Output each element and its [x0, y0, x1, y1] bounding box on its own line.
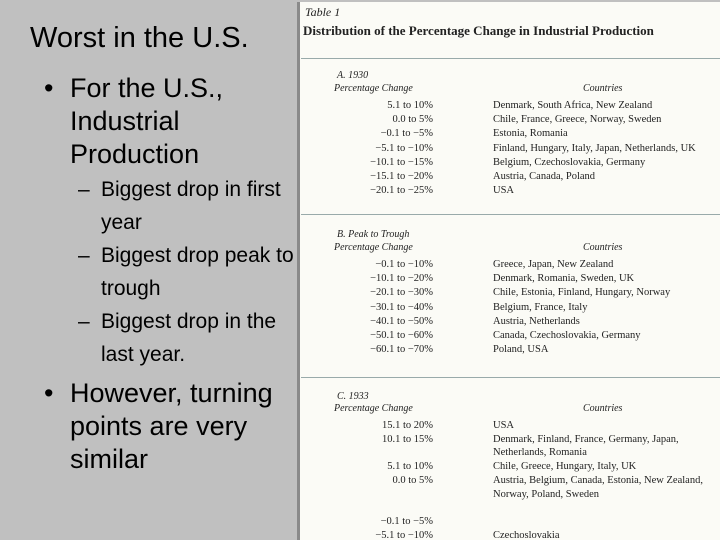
percentage-range: 15.1 to 20%: [381, 420, 433, 431]
percentage-range: −5.1 to −10%: [375, 142, 433, 154]
country-list: Chile, France, Greece, Norway, Sweden: [493, 114, 662, 126]
percentage-range: −0.1 to −5%: [380, 128, 433, 140]
table-row: −5.1 to −10% Czechoslovakia: [297, 529, 720, 540]
percentage-change-header: Percentage Change: [334, 403, 413, 414]
percentage-range: −30.1 to −40%: [370, 301, 433, 313]
table-row: −20.1 to −30% Chile, Estonia, Finland, Hu…: [297, 286, 720, 300]
table-row: Netherlands, Romania: [297, 446, 720, 460]
sub-bullet-last-year: Biggest drop in the last year.: [44, 305, 299, 371]
countries-header: Countries: [583, 403, 623, 414]
table-row: −20.1 to −25% USA: [297, 184, 720, 198]
table-row: −0.1 to −5% Estonia, Romania: [297, 127, 720, 141]
country-list: Austria, Belgium, Canada, Estonia, New Z…: [493, 474, 703, 486]
country-list: Belgium, France, Italy: [493, 301, 588, 313]
section-divider: [301, 377, 720, 378]
country-list: Poland, USA: [493, 344, 549, 356]
country-list: Chile, Estonia, Finland, Hungary, Norway: [493, 287, 671, 299]
countries-header: Countries: [583, 83, 623, 94]
percentage-change-header: Percentage Change: [334, 83, 413, 94]
table-row: Norway, Poland, Sweden: [297, 488, 720, 502]
countries-header: Countries: [583, 242, 623, 253]
sub-bullet-first-year: Biggest drop in first year: [44, 173, 299, 239]
scan-edge: [297, 2, 300, 540]
section-divider: [301, 58, 720, 59]
section-title: B. Peak to Trough: [337, 229, 410, 240]
percentage-range: 0.0 to 5%: [392, 114, 433, 126]
table-row: −40.1 to −50% Austria, Netherlands: [297, 315, 720, 329]
scanned-table-image: Table 1 Distribution of the Percentage C…: [297, 2, 720, 540]
sub-bullet-peak-to-trough: Biggest drop peak to trough: [44, 239, 299, 305]
table-row: 5.1 to 10% Chile, Greece, Hungary, Italy,…: [297, 460, 720, 474]
section-title: A. 1930: [337, 70, 369, 81]
bullet-turning-points: However, turning points are very similar: [44, 377, 299, 476]
country-list: Belgium, Czechoslovakia, Germany: [493, 156, 646, 168]
country-list: Chile, Greece, Hungary, Italy, UK: [493, 461, 637, 473]
table-label: Table 1: [305, 5, 341, 19]
table-row: −0.1 to −10% Greece, Japan, New Zealand: [297, 258, 720, 272]
table-row: [297, 501, 720, 515]
table-row: 0.0 to 5% Austria, Belgium, Canada, Eston…: [297, 474, 720, 488]
bullet-list: For the U.S., Industrial Production Bigg…: [44, 72, 299, 476]
table-row: −5.1 to −10% Finland, Hungary, Italy, Jap…: [297, 142, 720, 156]
percentage-range: 5.1 to 10%: [387, 461, 433, 473]
table-row: −15.1 to −20% Austria, Canada, Poland: [297, 170, 720, 184]
percentage-range: −15.1 to −20%: [370, 171, 433, 182]
table-row: 10.1 to 15% Denmark, Finland, France, Ger…: [297, 433, 720, 447]
percentage-range: −50.1 to −60%: [370, 330, 433, 341]
percentage-range: −20.1 to −30%: [370, 287, 433, 299]
table-caption: Distribution of the Percentage Change in…: [303, 23, 654, 38]
section-title: C. 1933: [337, 391, 369, 402]
percentage-range: 0.0 to 5%: [392, 474, 433, 486]
table-row: 5.1 to 10% Denmark, South Africa, New Zea…: [297, 99, 720, 113]
table-row: 0.0 to 5% Chile, France, Greece, Norway, …: [297, 113, 720, 127]
country-list: Norway, Poland, Sweden: [493, 488, 600, 500]
table-row: −0.1 to −5%: [297, 515, 720, 529]
percentage-range: −10.1 to −15%: [370, 156, 433, 168]
percentage-range: −5.1 to −10%: [375, 529, 433, 540]
country-list: Denmark, Finland, France, Germany, Japan…: [493, 433, 679, 445]
table-row: −50.1 to −60% Canada, Czechoslovakia, Ger…: [297, 329, 720, 343]
country-list: Austria, Netherlands: [493, 315, 580, 327]
country-list: Austria, Canada, Poland: [493, 171, 596, 182]
country-list: Denmark, Romania, Sweden, UK: [493, 273, 635, 285]
country-list: Netherlands, Romania: [493, 447, 587, 459]
table-row: 15.1 to 20% USA: [297, 419, 720, 433]
table-row: −60.1 to −70% Poland, USA: [297, 343, 720, 357]
percentage-range: 10.1 to 15%: [381, 433, 433, 445]
section-divider: [301, 214, 720, 215]
percentage-range: −0.1 to −5%: [380, 515, 433, 527]
country-list: Czechoslovakia: [493, 529, 560, 540]
percentage-change-header: Percentage Change: [334, 242, 413, 253]
percentage-range: −20.1 to −25%: [370, 185, 433, 197]
table-row: −30.1 to −40% Belgium, France, Italy: [297, 301, 720, 315]
country-list: USA: [493, 420, 515, 431]
bullet-industrial-production: For the U.S., Industrial Production: [44, 72, 299, 171]
percentage-range: −40.1 to −50%: [370, 315, 433, 327]
table-row: −10.1 to −15% Belgium, Czechoslovakia, Ge…: [297, 156, 720, 170]
table-row: −10.1 to −20% Denmark, Romania, Sweden, U…: [297, 272, 720, 286]
country-list: Canada, Czechoslovakia, Germany: [493, 330, 641, 341]
slide-title: Worst in the U.S.: [30, 22, 249, 54]
percentage-range: −0.1 to −10%: [375, 259, 433, 270]
percentage-range: −10.1 to −20%: [370, 273, 433, 285]
country-list: Finland, Hungary, Italy, Japan, Netherla…: [493, 142, 696, 154]
percentage-range: −60.1 to −70%: [370, 344, 433, 356]
country-list: Greece, Japan, New Zealand: [493, 259, 614, 270]
percentage-range: 5.1 to 10%: [387, 100, 433, 111]
country-list: Estonia, Romania: [493, 128, 568, 140]
country-list: USA: [493, 185, 515, 197]
country-list: Denmark, South Africa, New Zealand: [493, 100, 653, 111]
